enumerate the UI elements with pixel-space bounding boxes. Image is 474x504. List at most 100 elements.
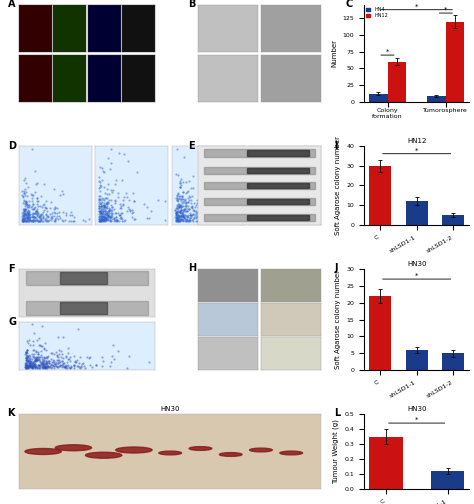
Point (249, 169, 256, 177)
Point (173, 193, 181, 201)
Point (257, 181, 265, 190)
Point (174, 216, 182, 224)
Point (263, 203, 271, 211)
Point (29, 360, 36, 368)
Point (110, 355, 118, 363)
Point (38, 358, 46, 366)
Point (174, 211, 182, 219)
Point (99, 216, 106, 224)
Point (126, 207, 133, 215)
Point (40, 363, 48, 371)
Point (46, 362, 54, 370)
Point (92, 361, 100, 369)
Point (76, 364, 84, 372)
Point (24, 357, 32, 365)
Point (180, 178, 187, 186)
Point (100, 199, 108, 207)
Point (254, 180, 261, 188)
Point (32, 210, 40, 218)
Point (85, 354, 92, 362)
Point (256, 215, 264, 223)
Point (249, 207, 256, 215)
Point (126, 352, 133, 360)
Point (258, 200, 266, 208)
Point (41, 353, 48, 361)
Point (178, 212, 185, 220)
Point (277, 210, 285, 218)
Point (252, 195, 259, 203)
Point (59, 354, 66, 362)
Point (38, 203, 46, 211)
Point (49, 358, 56, 366)
Point (180, 213, 188, 221)
Point (186, 211, 193, 219)
Point (109, 203, 116, 211)
Point (23, 213, 30, 221)
Point (183, 207, 191, 215)
Point (27, 363, 35, 371)
Point (111, 197, 118, 205)
Point (102, 214, 110, 222)
Point (58, 361, 65, 369)
Point (100, 216, 108, 224)
Point (26, 359, 34, 367)
Point (18, 191, 26, 199)
Point (23, 363, 31, 371)
Point (178, 203, 185, 211)
Point (252, 211, 260, 219)
Point (254, 178, 262, 186)
Point (23, 346, 31, 354)
Bar (247, 199, 309, 205)
Point (173, 210, 181, 218)
Point (40, 360, 47, 368)
Point (198, 212, 205, 220)
Point (193, 196, 201, 204)
Point (36, 357, 44, 365)
Point (103, 210, 110, 218)
Point (36, 217, 44, 225)
Point (200, 213, 208, 221)
Point (125, 197, 133, 205)
Point (41, 358, 48, 366)
Point (177, 207, 184, 215)
Point (97, 209, 104, 217)
Point (177, 212, 185, 220)
Point (194, 216, 202, 224)
Point (71, 364, 78, 372)
Point (49, 363, 56, 371)
Point (249, 216, 257, 224)
Point (250, 217, 257, 225)
Point (40, 200, 47, 208)
Point (96, 207, 103, 215)
Point (38, 363, 46, 371)
Point (31, 188, 39, 197)
Point (30, 215, 37, 223)
Point (256, 206, 264, 214)
Point (31, 354, 39, 362)
Point (23, 352, 31, 360)
Point (36, 363, 43, 371)
Point (238, 196, 246, 204)
Point (104, 212, 112, 220)
Text: K: K (7, 408, 14, 418)
Point (257, 216, 264, 224)
Point (279, 180, 287, 188)
Point (40, 179, 48, 187)
Point (22, 364, 30, 372)
Point (186, 214, 193, 222)
Point (290, 196, 297, 204)
Point (30, 213, 38, 221)
Point (119, 202, 127, 210)
Point (69, 211, 76, 219)
Point (20, 198, 28, 206)
Point (18, 216, 26, 224)
Point (123, 364, 130, 372)
Point (97, 182, 105, 191)
Point (104, 211, 111, 219)
Point (172, 213, 179, 221)
Point (23, 208, 31, 216)
Point (100, 215, 107, 223)
Point (31, 364, 38, 372)
Point (118, 213, 125, 221)
Point (252, 191, 259, 199)
